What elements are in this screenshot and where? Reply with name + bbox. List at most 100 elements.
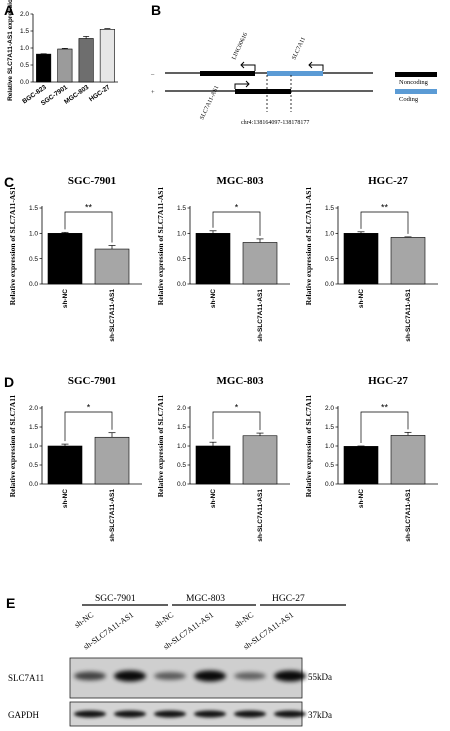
category-label: sh-NC bbox=[358, 489, 365, 508]
band-slc7a11 bbox=[114, 670, 146, 682]
y-tick-label: 2.0 bbox=[325, 405, 334, 412]
chart-title: MGC-803 bbox=[216, 375, 264, 387]
significance-bracket bbox=[360, 211, 409, 234]
slc7a11-bands bbox=[74, 670, 306, 682]
band-gapdh bbox=[114, 710, 146, 718]
western-blot: E SGC-7901 MGC-803 HGC-27 sh-NCsh-SLC7A1… bbox=[6, 594, 346, 727]
y-tick-label: 1.0 bbox=[325, 231, 334, 238]
y-tick-label: 0.0 bbox=[177, 481, 186, 488]
significance-marker: ** bbox=[381, 203, 389, 213]
y-tick-label: 0.5 bbox=[325, 462, 334, 469]
slc7a11-arrow bbox=[309, 64, 324, 71]
y-tick-label: 2.0 bbox=[177, 405, 186, 412]
band-gapdh bbox=[274, 710, 306, 718]
bar bbox=[343, 233, 379, 285]
gene-label-slc7a11: SLC7A11 bbox=[291, 36, 307, 60]
bar-a bbox=[57, 48, 73, 83]
y-tick-label: 1.0 bbox=[29, 443, 38, 450]
y-tick-label: 0.5 bbox=[325, 256, 334, 263]
y-tick-label: 0.0 bbox=[29, 281, 38, 288]
bar bbox=[94, 248, 130, 285]
band-name-slc7a11: SLC7A11 bbox=[8, 673, 44, 683]
band-gapdh bbox=[194, 710, 226, 718]
chart-d-mgc803: MGC-803 Relative expression of SLC7A11 0.0… bbox=[156, 375, 290, 542]
band-size-gapdh: 37kDa bbox=[308, 710, 332, 720]
band-gapdh bbox=[234, 710, 266, 718]
y-tick-label: 1.5 bbox=[325, 205, 334, 212]
chart-title: MGC-803 bbox=[216, 175, 264, 187]
band-gapdh bbox=[74, 710, 106, 718]
band-gapdh bbox=[154, 710, 186, 718]
bar-a bbox=[99, 28, 115, 83]
bar bbox=[343, 446, 379, 485]
y-tick-label: 1.5 bbox=[29, 205, 38, 212]
significance-bracket bbox=[212, 211, 261, 236]
bar-a bbox=[78, 38, 94, 83]
panel-label-b: B bbox=[151, 2, 161, 18]
y-tick-label: 0.0 bbox=[29, 481, 38, 488]
panel-c: C SGC-7901 Relative expression of SLC7A11… bbox=[0, 172, 450, 368]
y-tick-label: 0.5 bbox=[177, 256, 186, 263]
y-axis-label: Relative expression of SLC7A11-AS1 bbox=[304, 187, 313, 306]
y-axis-label-a: Relative SLC7A11-AS1 expression bbox=[7, 0, 14, 101]
bar bbox=[390, 237, 426, 285]
y-tick-label: 2.0 bbox=[29, 405, 38, 412]
category-label: sh-SLC7A11-AS1 bbox=[109, 289, 116, 342]
coord-label: chr4:138164097-138178177 bbox=[241, 120, 309, 126]
category-label-a: HGC-27 bbox=[88, 84, 112, 104]
panel-d-label-svg: D bbox=[4, 374, 14, 390]
legend-coding-swatch bbox=[395, 89, 437, 94]
y-tick-label-a: 0.5 bbox=[20, 62, 29, 69]
chart-c-hgc27: HGC-27 Relative expression of SLC7A11-AS1… bbox=[304, 175, 438, 342]
y-tick-label: 1.0 bbox=[177, 231, 186, 238]
slc7a11-as1-arrow bbox=[234, 83, 249, 89]
significance-marker: * bbox=[235, 403, 239, 413]
panel-c-label-svg: C bbox=[4, 174, 14, 190]
legend-noncoding-swatch bbox=[395, 72, 437, 77]
significance-marker: ** bbox=[85, 203, 93, 213]
gene-label-linc00616: LINC00616 bbox=[231, 32, 249, 61]
category-label: sh-NC bbox=[62, 289, 69, 308]
y-tick-label: 1.0 bbox=[325, 443, 334, 450]
category-label-a: MGC-803 bbox=[63, 84, 90, 106]
band-size-slc7a11: 55kDa bbox=[308, 672, 332, 682]
significance-bracket bbox=[64, 411, 113, 442]
y-tick-label: 0.0 bbox=[325, 281, 334, 288]
panel-label-a: A bbox=[4, 2, 14, 18]
significance-marker: * bbox=[87, 403, 91, 413]
category-label: sh-NC bbox=[210, 489, 217, 508]
band-name-gapdh: GAPDH bbox=[8, 710, 40, 720]
y-axis-label: Relative expression of SLC7A11-AS1 bbox=[8, 187, 17, 306]
y-tick-label: 1.5 bbox=[325, 424, 334, 431]
y-tick-label: 1.0 bbox=[177, 443, 186, 450]
chart-c-mgc803: MGC-803 Relative expression of SLC7A11-AS… bbox=[156, 175, 290, 342]
category-label: sh-NC bbox=[210, 289, 217, 308]
panel-b: B – + LINC00616 SLC7A11 SLC7A11-AS1 chr4… bbox=[145, 0, 450, 175]
strand-minus-label: – bbox=[150, 71, 155, 78]
bar bbox=[195, 445, 231, 485]
y-axis-label: Relative expression of SLC7A11-AS1 bbox=[156, 187, 165, 306]
chart-d-hgc27: HGC-27 Relative expression of SLC7A11 0.0 0… bbox=[304, 375, 438, 542]
slc7a11-blot bbox=[69, 657, 303, 699]
y-tick-label: 0.5 bbox=[29, 462, 38, 469]
legend-coding-label: Coding bbox=[399, 96, 419, 103]
y-axis-label: Relative expression of SLC7A11 bbox=[8, 394, 17, 497]
panel-d: D SGC-7901 Relative expression of SLC7A11… bbox=[0, 372, 450, 568]
bar bbox=[242, 242, 278, 285]
bar-a bbox=[36, 53, 52, 83]
bar bbox=[195, 233, 231, 285]
slc7a11-as1-exon bbox=[235, 89, 291, 94]
panel-a: A Relative SLC7A11-AS1 expression 0.0 0.5 1.… bbox=[0, 0, 140, 175]
lane-label: sh-NC bbox=[73, 610, 95, 629]
category-label: sh-SLC7A11-AS1 bbox=[405, 489, 412, 542]
category-label: sh-NC bbox=[62, 489, 69, 508]
chart-title: HGC-27 bbox=[368, 375, 408, 387]
group-label-hgc27: HGC-27 bbox=[272, 594, 305, 604]
bar bbox=[47, 233, 83, 285]
gene-diagram: B – + LINC00616 SLC7A11 SLC7A11-AS1 chr4… bbox=[150, 2, 437, 126]
y-tick-label: 0.5 bbox=[177, 462, 186, 469]
bar bbox=[242, 435, 278, 485]
bar bbox=[47, 445, 83, 485]
